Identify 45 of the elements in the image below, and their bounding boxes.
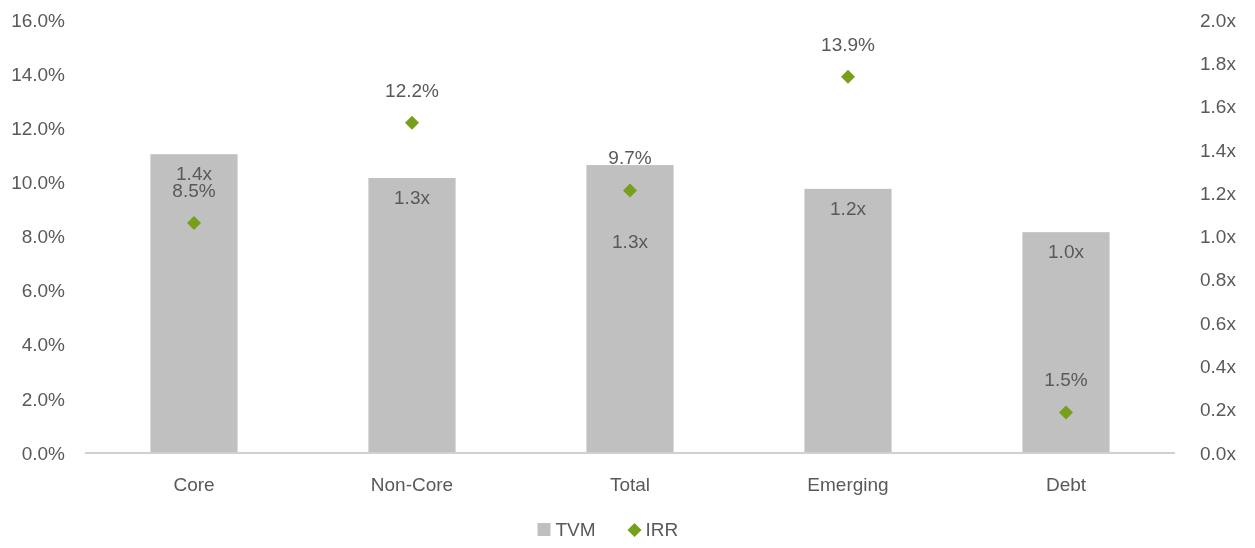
data-label: 1.3x — [394, 187, 431, 209]
data-label: 9.7% — [608, 147, 652, 169]
y-tick-label: 6.0% — [21, 280, 66, 302]
y-tick-label: 4.0% — [21, 334, 66, 356]
bar — [1022, 232, 1110, 453]
x-tick-label: Emerging — [807, 474, 889, 495]
y2-tick-label: 0.4x — [1200, 356, 1237, 378]
y2-tick-label: 0.0x — [1200, 442, 1237, 464]
data-label: 1.3x — [612, 231, 649, 253]
point — [841, 69, 855, 84]
point — [1059, 405, 1073, 420]
y-tick-label: 0.0% — [21, 442, 66, 464]
data-label: 1.2x — [830, 197, 867, 219]
y2-tick-label: 0.2x — [1200, 399, 1237, 421]
y-tick-label: 8.0% — [21, 226, 66, 248]
y-tick-label: 16.0% — [11, 9, 66, 31]
data-label: 1.5% — [1044, 369, 1088, 391]
y-tick-label: 14.0% — [11, 63, 66, 85]
bar — [586, 165, 674, 453]
data-label: 1.0x — [1048, 241, 1085, 263]
y-tick-label: 10.0% — [11, 172, 66, 194]
legend-label: IRR — [645, 519, 679, 540]
data-label: 13.9% — [821, 33, 876, 55]
y-tick-label: 2.0% — [21, 388, 66, 410]
bar — [804, 188, 892, 453]
y2-tick-label: 0.6x — [1200, 312, 1237, 334]
x-tick-label: Debt — [1045, 474, 1087, 495]
point — [405, 115, 419, 130]
y2-tick-label: 1.6x — [1200, 96, 1237, 118]
x-tick-label: Total — [609, 474, 651, 495]
y2-tick-label: 1.8x — [1200, 52, 1237, 74]
y2-tick-label: 2.0x — [1200, 9, 1237, 31]
y2-tick-label: 1.0x — [1200, 226, 1237, 248]
x-tick-label: Non-Core — [370, 474, 454, 495]
data-label: 12.2% — [385, 79, 440, 101]
point — [187, 215, 201, 230]
legend-label: TVM — [555, 519, 596, 540]
x-tick-label: Core — [173, 474, 215, 495]
bar — [368, 178, 456, 453]
point — [623, 183, 637, 198]
y2-tick-label: 1.4x — [1200, 139, 1237, 161]
y2-tick-label: 0.8x — [1200, 269, 1237, 291]
y-tick-label: 12.0% — [11, 117, 66, 139]
bar — [150, 154, 238, 453]
y2-tick-label: 1.2x — [1200, 182, 1237, 204]
